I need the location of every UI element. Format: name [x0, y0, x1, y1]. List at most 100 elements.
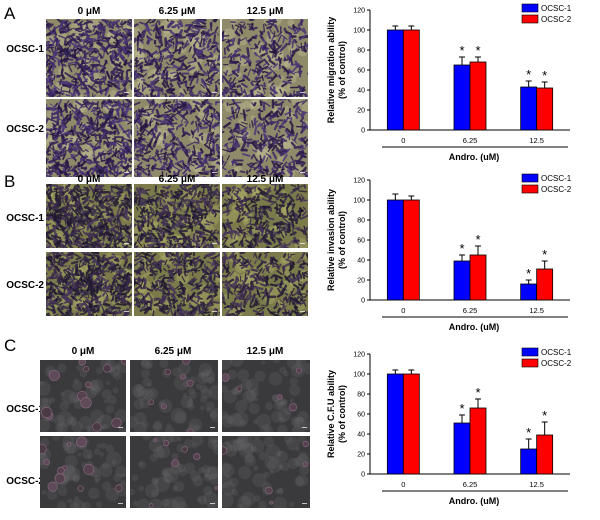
legend-label: OCSC-2 — [541, 359, 572, 368]
bar — [469, 61, 487, 131]
chart-svg: Relative C.F.U ability (% of control) 0 20 4… — [326, 347, 572, 506]
y-tick-label: 60 — [357, 412, 365, 419]
bar-chart-c: Relative C.F.U ability (% of control) 0 20 4… — [322, 344, 600, 514]
bar — [402, 373, 420, 475]
significance-star: * — [475, 43, 480, 58]
col-label-0: 0 μM — [77, 174, 101, 185]
y-tick-label: 40 — [357, 258, 365, 265]
col-label-0: 0 μM — [77, 6, 101, 17]
x-tick-label: 12.5 — [529, 136, 544, 145]
y-tick-label: 0 — [361, 128, 365, 135]
significance-star: * — [542, 68, 547, 83]
y-tick-label: 120 — [353, 8, 365, 15]
bar — [402, 199, 420, 301]
panel-letter-a: A — [4, 4, 16, 23]
micrograph — [222, 99, 308, 177]
micrograph — [222, 436, 310, 508]
col-label-1: 6.25 μM — [154, 346, 192, 357]
y-tick-label: 80 — [357, 218, 365, 225]
legend-label: OCSC-2 — [541, 185, 572, 194]
significance-star: * — [475, 232, 480, 247]
y-axis-label-unit: (% of control) — [337, 211, 347, 269]
legend-label: OCSC-1 — [541, 174, 572, 183]
y-tick-label: 20 — [357, 452, 365, 459]
y-tick-label: 40 — [357, 432, 365, 439]
row-label-1: OCSC-2 — [6, 476, 44, 487]
panel-a: A 0 μM 6.25 μM 12.5 μM OCSC-1 OCSC-2 Rel… — [0, 0, 600, 177]
col-label-2: 12.5 μM — [246, 6, 284, 17]
bar — [453, 422, 471, 475]
micrograph — [46, 99, 132, 177]
x-tick-label: 6.25 — [463, 136, 478, 145]
bar — [453, 64, 471, 131]
legend-label: OCSC-2 — [541, 15, 572, 24]
y-tick-label: 100 — [353, 372, 365, 379]
micrograph — [222, 19, 308, 97]
bar — [520, 86, 538, 131]
bar — [469, 407, 487, 475]
micrograph — [46, 252, 132, 316]
significance-star: * — [526, 425, 531, 440]
y-tick-label: 0 — [361, 298, 365, 305]
x-axis-label: Andro. (uM) — [449, 496, 499, 506]
bar — [520, 448, 538, 475]
significance-star: * — [526, 67, 531, 82]
y-tick-label: 100 — [353, 198, 365, 205]
col-label-1: 6.25 μM — [158, 6, 196, 17]
bar — [469, 254, 487, 301]
chart-svg: Relative migration ability (% of control)… — [326, 3, 572, 162]
bar-chart-b: Relative invasion ability (% of control) 0… — [322, 170, 600, 340]
y-axis-label-unit: (% of control) — [337, 41, 347, 99]
legend-label: OCSC-1 — [541, 4, 572, 13]
micrograph — [134, 252, 220, 316]
y-tick-label: 60 — [357, 238, 365, 245]
y-tick-label: 40 — [357, 88, 365, 95]
bar — [536, 87, 554, 131]
panel-letter-b: B — [4, 172, 16, 191]
y-tick-label: 120 — [353, 352, 365, 359]
y-tick-label: 60 — [357, 68, 365, 75]
panel-b: B 0 μM 6.25 μM 12.5 μM OCSC-1 OCSC-2 Rel… — [0, 170, 600, 340]
y-tick-label: 80 — [357, 392, 365, 399]
col-label-1: 6.25 μM — [158, 174, 196, 185]
x-axis-label: Andro. (uM) — [449, 152, 499, 162]
legend-swatch — [521, 3, 539, 13]
micrograph — [46, 184, 132, 248]
x-tick-label: 0 — [401, 306, 405, 315]
bar — [402, 29, 420, 131]
y-tick-label: 0 — [361, 472, 365, 479]
x-tick-label: 0 — [401, 480, 405, 489]
micrograph — [130, 360, 218, 432]
row-label-0: OCSC-1 — [6, 213, 44, 224]
col-label-2: 12.5 μM — [246, 174, 284, 185]
y-tick-label: 80 — [357, 48, 365, 55]
legend-label: OCSC-1 — [541, 348, 572, 357]
y-axis-label: Relative C.F.U ability — [326, 370, 336, 458]
row-label-0: OCSC-1 — [6, 404, 44, 415]
micrograph — [40, 436, 126, 508]
x-tick-label: 12.5 — [529, 480, 544, 489]
bar — [536, 434, 554, 475]
micrograph — [134, 184, 220, 248]
row-label-0: OCSC-1 — [6, 44, 44, 55]
y-tick-label: 120 — [353, 178, 365, 185]
chart-svg: Relative invasion ability (% of control) 0… — [326, 173, 572, 332]
bar — [520, 283, 538, 301]
significance-star: * — [526, 266, 531, 281]
x-axis-label: Andro. (uM) — [449, 322, 499, 332]
micrograph — [134, 19, 220, 97]
micrograph — [134, 99, 220, 177]
significance-star: * — [459, 241, 464, 256]
legend-swatch — [521, 358, 539, 368]
y-axis-label: Relative invasion ability — [326, 189, 336, 291]
x-tick-label: 12.5 — [529, 306, 544, 315]
panel-c: C 0 μM 6.25 μM 12.5 μM OCSC-1 OCSC-2 Rel… — [0, 336, 600, 520]
bar — [386, 199, 404, 301]
panel-letter-c: C — [4, 336, 17, 355]
significance-star: * — [475, 385, 480, 400]
legend-swatch — [521, 14, 539, 24]
significance-star: * — [542, 408, 547, 423]
micrograph — [130, 436, 218, 508]
x-tick-label: 6.25 — [463, 480, 478, 489]
significance-star: * — [459, 401, 464, 416]
